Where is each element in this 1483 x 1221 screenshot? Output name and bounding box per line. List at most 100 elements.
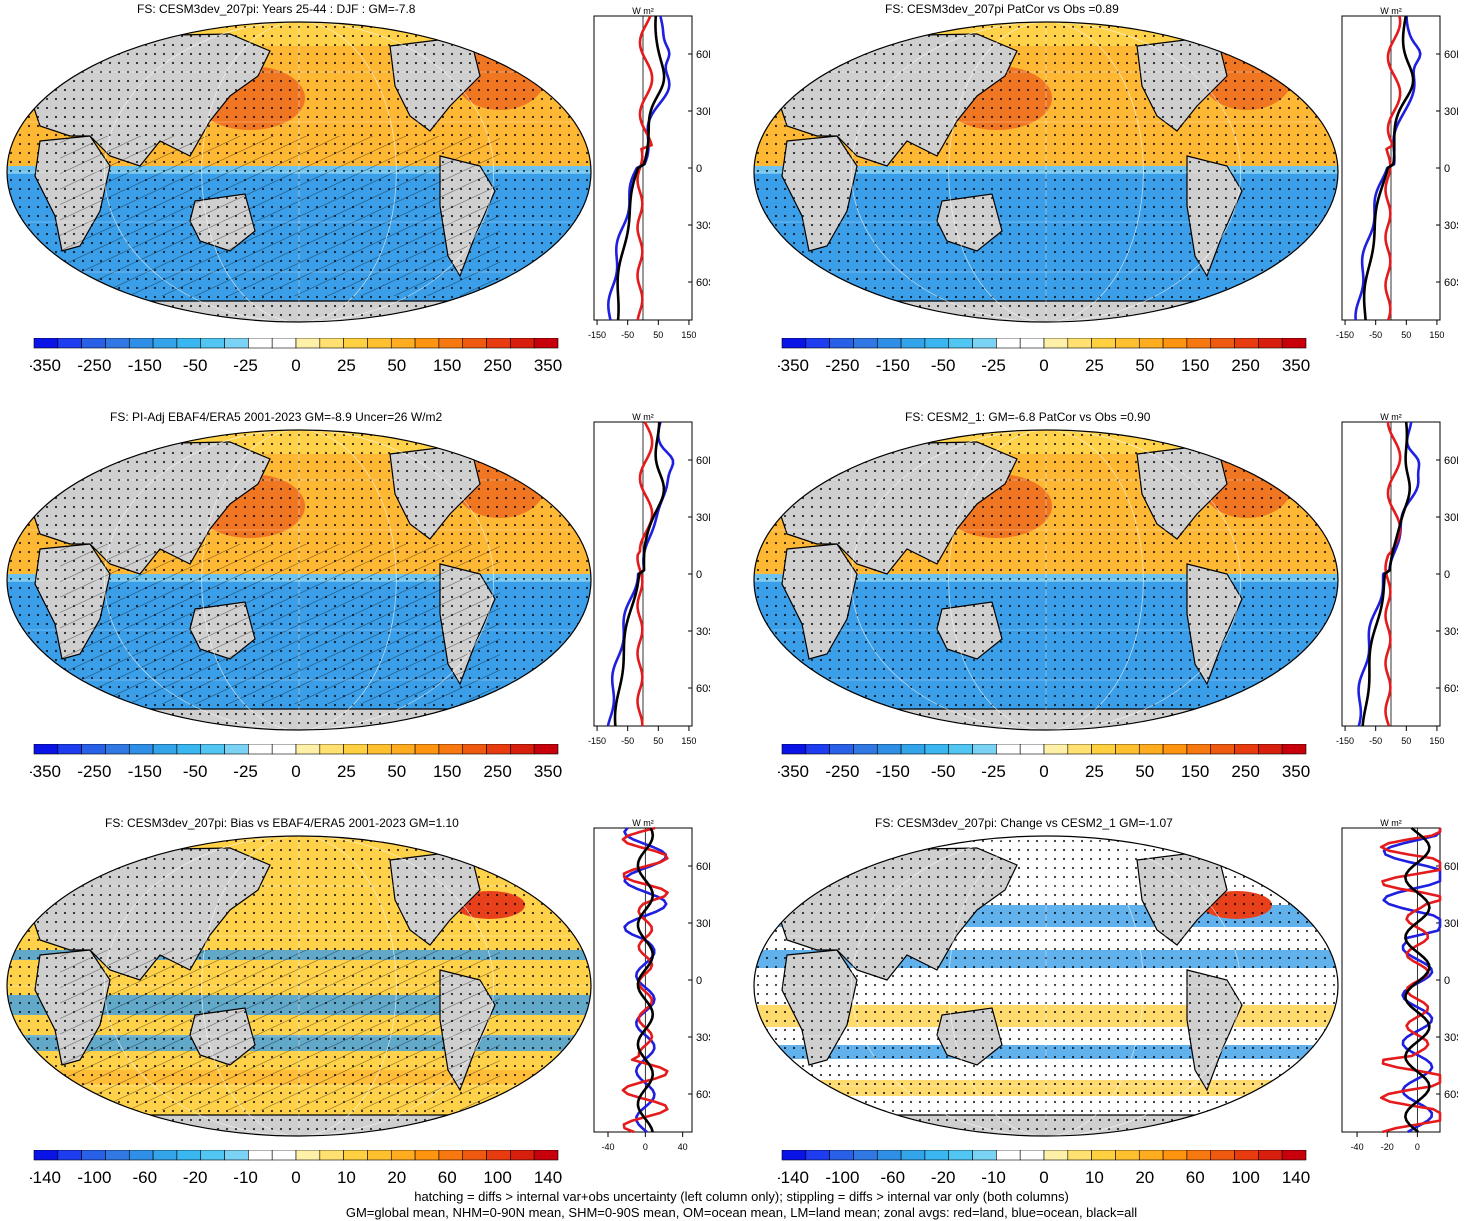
longitude-line bbox=[201, 836, 397, 1136]
colorbar-swatch bbox=[829, 744, 854, 755]
landmass-5 bbox=[1215, 837, 1268, 871]
zonal-mean-panel-5: W m² 60N 30N 0 30S 60S -40 0 40 bbox=[593, 818, 710, 1152]
zonal-mean-panel-4: W m² 60N 30N 0 30S 60S -150 -50 50 150 bbox=[1336, 412, 1458, 746]
colorbar-swatch bbox=[319, 338, 344, 349]
lat-label: 60S bbox=[1444, 277, 1458, 289]
colorbar-swatch bbox=[367, 338, 392, 349]
colorbar-swatch bbox=[248, 1150, 273, 1161]
colorbar-label: 20 bbox=[387, 1168, 406, 1187]
colorbar-swatch bbox=[1258, 338, 1283, 349]
colorbar-swatch bbox=[390, 1150, 416, 1161]
lat-label: 30S bbox=[696, 220, 710, 232]
colorbar-swatch bbox=[900, 744, 926, 755]
colorbar-label: -50 bbox=[183, 762, 208, 781]
colorbar-label: 150 bbox=[1181, 762, 1209, 781]
colorbar-label: -350 bbox=[30, 356, 61, 375]
zonal-line-land bbox=[636, 421, 654, 727]
landmass-5 bbox=[468, 23, 521, 57]
colorbar-swatch bbox=[224, 1150, 249, 1161]
colorbar-label: 250 bbox=[483, 762, 511, 781]
longitude-line bbox=[104, 836, 494, 1136]
colorbar-swatch bbox=[33, 338, 59, 349]
colorbar-swatch bbox=[510, 1150, 535, 1161]
zonal-line-all bbox=[616, 15, 666, 321]
colorbar-label: 10 bbox=[1085, 1168, 1104, 1187]
colorbar-swatch bbox=[948, 338, 973, 349]
colorbar-label: 250 bbox=[1231, 762, 1259, 781]
zonal-units: W m² bbox=[632, 412, 654, 422]
panel-title-3: FS: PI-Adj EBAF4/ERA5 2001-2023 GM=-8.9 … bbox=[110, 410, 443, 424]
zonal-units: W m² bbox=[1380, 818, 1402, 828]
colorbar-swatch bbox=[462, 744, 487, 755]
lat-label: 0 bbox=[1444, 163, 1450, 175]
zonal-units: W m² bbox=[1380, 6, 1402, 16]
x-tick-label: 150 bbox=[1429, 330, 1444, 340]
colorbar-label: -350 bbox=[778, 762, 809, 781]
longitude-line bbox=[201, 22, 397, 322]
colorbar-swatch bbox=[414, 1150, 440, 1161]
colorbar-label: 250 bbox=[1231, 356, 1259, 375]
colorbar-swatch bbox=[1186, 338, 1212, 349]
colorbar-swatch bbox=[533, 1150, 559, 1161]
colorbar-swatch bbox=[972, 1150, 997, 1161]
zonal-line-ocean bbox=[1382, 828, 1442, 1134]
colorbar-swatch bbox=[972, 338, 997, 349]
colorbar-swatch bbox=[1210, 1150, 1235, 1161]
x-tick-label: 150 bbox=[681, 736, 696, 746]
x-tick-label: 50 bbox=[653, 736, 663, 746]
colorbar-swatch bbox=[367, 744, 392, 755]
panel-title-5: FS: CESM3dev_207pi: Bias vs EBAF4/ERA5 2… bbox=[105, 816, 459, 830]
colorbar-label: 100 bbox=[1231, 1168, 1259, 1187]
x-tick-label: 0 bbox=[643, 1142, 648, 1152]
colorbar-label: -350 bbox=[30, 762, 61, 781]
colorbar-swatch bbox=[438, 338, 464, 349]
zonal-line-land bbox=[1379, 828, 1442, 1134]
longitude-line bbox=[948, 22, 1144, 322]
lat-label: 0 bbox=[1444, 569, 1450, 581]
colorbar-swatch bbox=[805, 744, 830, 755]
x-tick-label: -50 bbox=[1369, 330, 1382, 340]
x-tick-label: -40 bbox=[601, 1142, 614, 1152]
colorbar-swatch bbox=[438, 1150, 464, 1161]
colorbar-swatch bbox=[224, 338, 249, 349]
lat-label: 60S bbox=[1444, 1089, 1458, 1101]
colorbar-label: 140 bbox=[534, 1168, 562, 1187]
colorbar-swatch bbox=[805, 338, 830, 349]
colorbar-swatch bbox=[343, 744, 368, 755]
colorbar-swatch bbox=[152, 1150, 178, 1161]
zonal-units: W m² bbox=[1380, 412, 1402, 422]
colorbar-swatch bbox=[295, 1150, 321, 1161]
longitude-line bbox=[851, 836, 1241, 1136]
colorbar-swatch bbox=[1186, 744, 1212, 755]
colorbar-swatch bbox=[948, 1150, 973, 1161]
colorbar-label: -20 bbox=[183, 1168, 208, 1187]
colorbar-label: -350 bbox=[778, 356, 809, 375]
colorbar-swatch bbox=[1138, 744, 1164, 755]
colorbar-label: 50 bbox=[1135, 356, 1154, 375]
colorbar-swatch bbox=[996, 744, 1021, 755]
colorbar-6: -140 -100 -60 -20 -10 0 10 20 60 100 140 bbox=[778, 1150, 1310, 1187]
colorbar-swatch bbox=[1043, 1150, 1069, 1161]
colorbar-label: 350 bbox=[1282, 762, 1310, 781]
colorbar-swatch bbox=[295, 338, 321, 349]
colorbar-swatch bbox=[128, 338, 154, 349]
colorbar-swatch bbox=[781, 744, 807, 755]
colorbar-swatch bbox=[486, 744, 511, 755]
map-panel-2 bbox=[753, 21, 1339, 323]
x-tick-label: -50 bbox=[621, 330, 634, 340]
colorbar-swatch bbox=[781, 1150, 807, 1161]
colorbar-swatch bbox=[105, 338, 130, 349]
colorbar-swatch bbox=[57, 744, 82, 755]
colorbar-label: -25 bbox=[981, 356, 1006, 375]
panel-title-1: FS: CESM3dev_207pi: Years 25-44 : DJF : … bbox=[137, 2, 416, 16]
colorbar-swatch bbox=[200, 744, 225, 755]
colorbar-label: 140 bbox=[1282, 1168, 1310, 1187]
colorbar-swatch bbox=[81, 338, 106, 349]
lat-label: 60N bbox=[1444, 455, 1458, 467]
x-tick-label: -150 bbox=[588, 330, 606, 340]
colorbar-swatch bbox=[996, 338, 1021, 349]
colorbar-swatch bbox=[200, 338, 225, 349]
colorbar-4: -350 -250 -150 -50 -25 0 25 50 150 250 350 bbox=[778, 744, 1310, 781]
map-border bbox=[6, 835, 592, 1137]
x-tick-label: -150 bbox=[1336, 330, 1354, 340]
